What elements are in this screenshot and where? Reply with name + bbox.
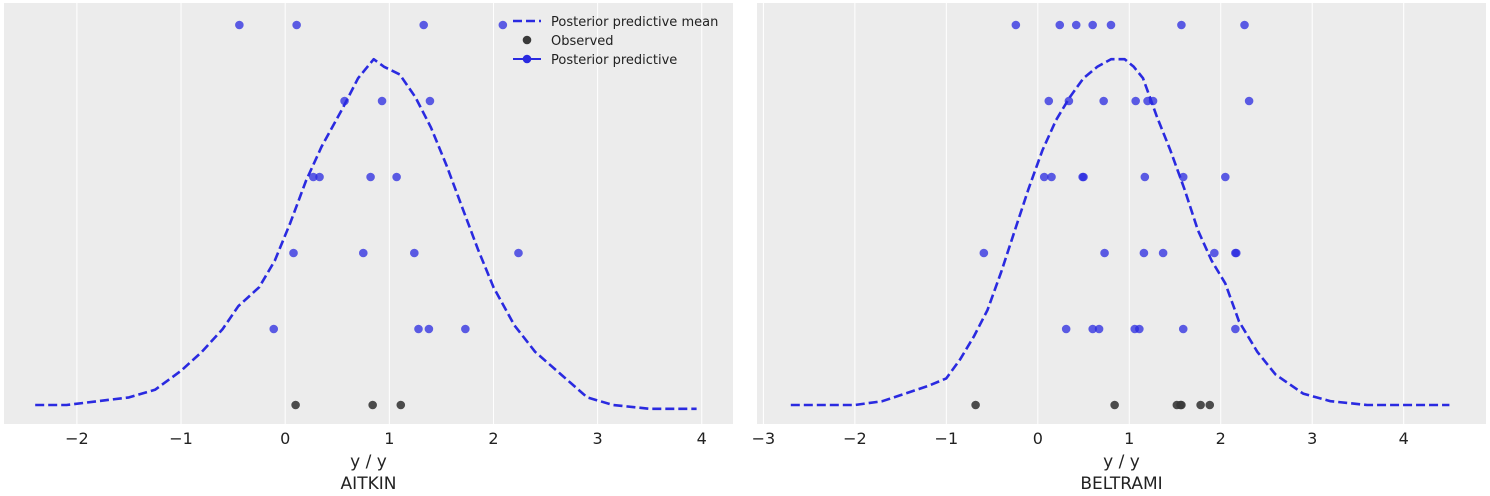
posterior-predictive-point xyxy=(1139,248,1149,258)
posterior-predictive-point xyxy=(292,20,301,30)
posterior-predictive-point xyxy=(1231,324,1240,334)
posterior-predictive-point xyxy=(340,96,349,106)
posterior-predictive-point xyxy=(1135,324,1144,334)
series-marks-beltrami xyxy=(790,20,1450,410)
panel-beltrami: −3 −2 −1 0 1 2 3 4 y / y BELTRAMI xyxy=(752,3,1486,494)
legend-entry-mean: Posterior predictive mean xyxy=(513,15,718,30)
x-tick-label: 4 xyxy=(697,429,707,448)
x-tick-label: 3 xyxy=(1307,429,1317,448)
posterior-predictive-point xyxy=(979,248,989,258)
legend: Posterior predictive mean Observed Poste… xyxy=(513,15,718,68)
legend-entry-predictive: Posterior predictive xyxy=(513,53,677,68)
posterior-predictive-point xyxy=(1100,248,1109,258)
x-tick-label: 0 xyxy=(280,429,290,448)
posterior-predictive-point xyxy=(289,248,298,258)
posterior-predictive-point xyxy=(425,96,435,106)
posterior-predictive-point xyxy=(1055,20,1065,30)
posterior-predictive-point xyxy=(1231,248,1241,258)
observed-point xyxy=(971,400,980,410)
gridlines-beltrami xyxy=(762,3,1405,424)
posterior-predictive-point xyxy=(315,172,324,182)
series-marks-aitkin xyxy=(35,20,697,411)
posterior-predictive-point xyxy=(1158,248,1168,258)
posterior-predictive-point xyxy=(1088,20,1097,30)
posterior-predictive-mean-line xyxy=(35,57,697,411)
posterior-predictive-point xyxy=(1106,20,1116,30)
posterior-predictive-point xyxy=(1079,172,1088,182)
posterior-predictive-point xyxy=(461,324,470,334)
plot-area-beltrami xyxy=(757,3,1486,424)
posterior-predictive-point xyxy=(235,20,244,30)
x-axis-label-aitkin: y / y xyxy=(350,452,387,472)
posterior-predictive-point xyxy=(1064,96,1074,106)
panel-aitkin: −2 −1 0 1 2 3 4 y / y AITKIN xyxy=(4,3,733,494)
x-tick-label: 1 xyxy=(384,429,394,448)
legend-swatch-marker xyxy=(522,54,532,64)
x-tick-label: −2 xyxy=(843,429,867,448)
posterior-predictive-point xyxy=(377,96,387,106)
posterior-predictive-point xyxy=(1244,96,1254,106)
posterior-predictive-mean-line xyxy=(790,57,1450,407)
posterior-predictive-point xyxy=(309,172,318,182)
posterior-predictive-point xyxy=(414,324,423,334)
posterior-predictive-point xyxy=(269,324,279,334)
legend-label-observed: Observed xyxy=(551,34,614,49)
legend-entry-observed: Observed xyxy=(522,34,614,49)
gridlines-aitkin xyxy=(76,3,703,424)
panel-title-aitkin: AITKIN xyxy=(341,474,397,494)
posterior-predictive-point xyxy=(1240,20,1249,30)
legend-swatch-marker xyxy=(522,35,532,45)
posterior-predictive-point xyxy=(1047,172,1056,182)
observed-point xyxy=(1205,400,1215,410)
x-tick-label: −3 xyxy=(752,429,776,448)
observed-point xyxy=(1110,400,1119,410)
x-tick-label: −1 xyxy=(169,429,193,448)
posterior-predictive-point xyxy=(498,20,508,30)
observed-point xyxy=(368,400,377,410)
x-tick-labels-beltrami: −3 −2 −1 0 1 2 3 4 xyxy=(752,429,1409,448)
x-tick-label: 0 xyxy=(1033,429,1043,448)
posterior-predictive-point xyxy=(1178,324,1188,334)
posterior-predictive-point xyxy=(1071,20,1081,30)
x-tick-label: 3 xyxy=(593,429,603,448)
posterior-predictive-point xyxy=(1140,172,1150,182)
observed-point xyxy=(291,400,300,410)
posterior-predictive-point xyxy=(1088,324,1097,334)
observed-point xyxy=(396,400,406,410)
posterior-predictive-point xyxy=(358,248,368,258)
posterior-predictive-point xyxy=(1061,324,1071,334)
posterior-predictive-point xyxy=(1177,20,1186,30)
x-tick-label: 4 xyxy=(1399,429,1409,448)
posterior-predictive-point xyxy=(392,172,401,182)
legend-label-mean: Posterior predictive mean xyxy=(551,15,718,30)
posterior-predictive-point xyxy=(514,248,523,258)
x-tick-label: 1 xyxy=(1124,429,1134,448)
posterior-predictive-point xyxy=(1148,96,1158,106)
posterior-predictive-point xyxy=(1131,96,1140,106)
posterior-predictive-point xyxy=(1044,96,1054,106)
plot-area-aitkin xyxy=(4,3,733,424)
panel-title-beltrami: BELTRAMI xyxy=(1080,474,1162,494)
legend-label-predictive: Posterior predictive xyxy=(551,53,677,68)
observed-point xyxy=(1196,400,1205,410)
posterior-predictive-point xyxy=(1011,20,1021,30)
x-tick-labels-aitkin: −2 −1 0 1 2 3 4 xyxy=(65,429,707,448)
posterior-predictive-point xyxy=(410,248,419,258)
x-tick-label: −1 xyxy=(935,429,959,448)
x-axis-label-beltrami: y / y xyxy=(1103,452,1140,472)
x-tick-label: 2 xyxy=(1216,429,1226,448)
posterior-predictive-point xyxy=(419,20,428,30)
posterior-predictive-point xyxy=(1094,324,1104,334)
observed-point xyxy=(1177,400,1186,410)
posterior-predictive-point xyxy=(1178,172,1188,182)
posterior-predictive-point xyxy=(1221,172,1230,182)
x-tick-label: −2 xyxy=(65,429,89,448)
x-tick-label: 2 xyxy=(488,429,498,448)
posterior-predictive-point xyxy=(424,324,434,334)
posterior-predictive-point xyxy=(1099,96,1108,106)
posterior-predictive-point xyxy=(1210,248,1219,258)
posterior-predictive-point xyxy=(366,172,375,182)
posterior-predictive-point xyxy=(1039,172,1049,182)
